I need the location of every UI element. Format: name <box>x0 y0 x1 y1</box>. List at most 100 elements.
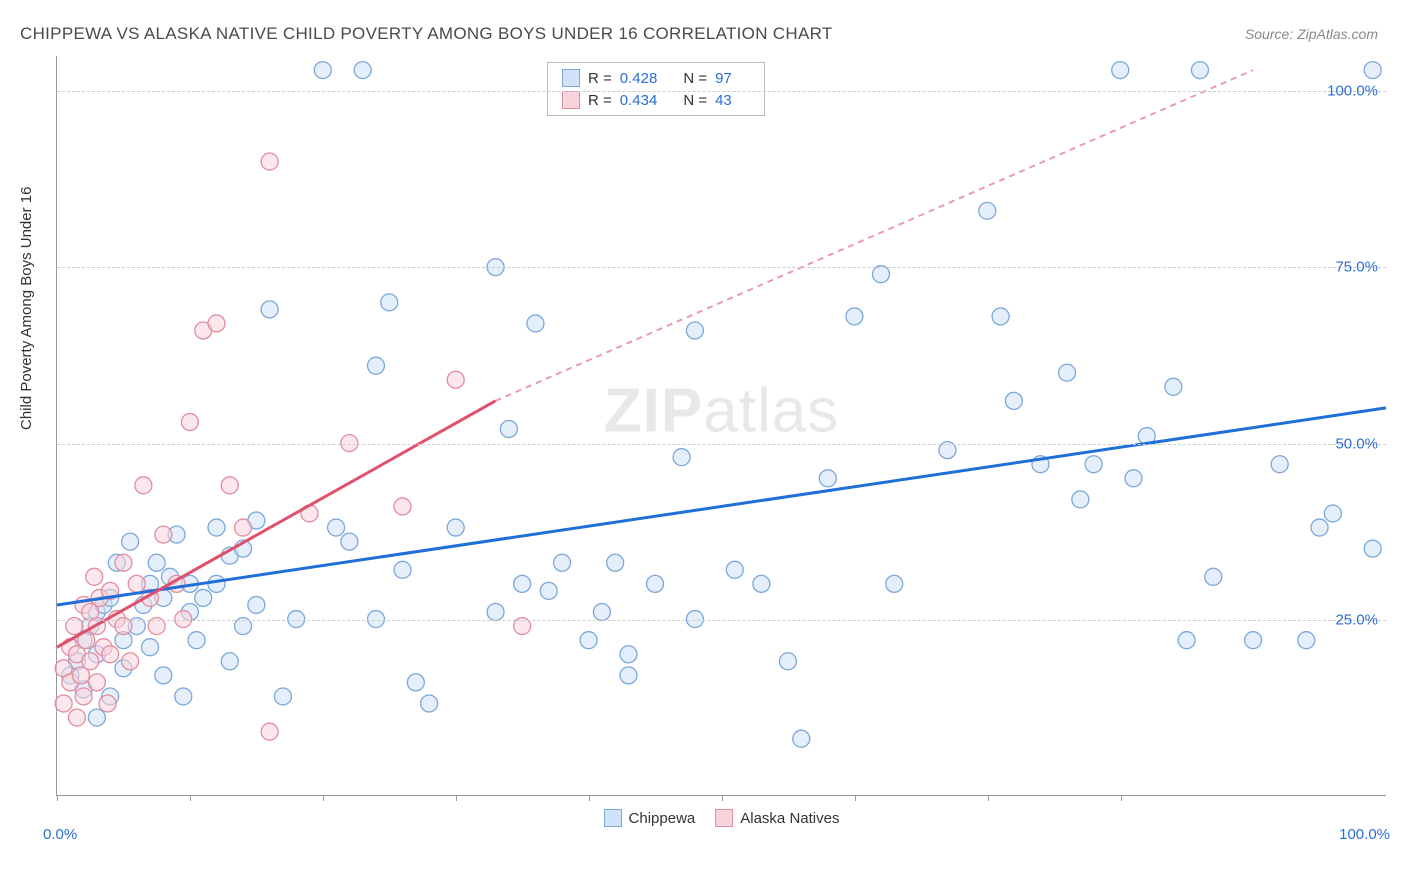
x-axis-min-label: 0.0% <box>43 826 77 843</box>
gridline <box>57 91 1386 92</box>
data-point <box>261 301 278 318</box>
data-point <box>99 695 116 712</box>
data-point <box>235 519 252 536</box>
data-point <box>55 695 72 712</box>
data-point <box>686 322 703 339</box>
data-point <box>1178 632 1195 649</box>
data-point <box>407 674 424 691</box>
data-point <box>341 533 358 550</box>
data-point <box>88 674 105 691</box>
legend-row-chippewa: R = 0.428 N = 97 <box>562 67 750 89</box>
legend-item-alaska: Alaska Natives <box>715 809 839 827</box>
gridline <box>57 620 1386 621</box>
data-point <box>500 421 517 438</box>
data-point <box>1085 456 1102 473</box>
trend-line-alaska-dashed <box>496 70 1254 401</box>
data-point <box>726 561 743 578</box>
x-tick <box>855 795 856 801</box>
data-point <box>128 575 145 592</box>
data-point <box>620 667 637 684</box>
data-point <box>86 568 103 585</box>
x-tick <box>190 795 191 801</box>
data-point <box>102 646 119 663</box>
data-point <box>979 202 996 219</box>
correlation-legend: R = 0.428 N = 97 R = 0.434 N = 43 <box>547 62 765 116</box>
y-tick-label: 25.0% <box>1335 611 1378 628</box>
legend-item-chippewa: Chippewa <box>604 809 696 827</box>
chart-title: CHIPPEWA VS ALASKA NATIVE CHILD POVERTY … <box>20 24 833 44</box>
y-tick-label: 100.0% <box>1327 83 1378 100</box>
data-point <box>82 653 99 670</box>
data-point <box>135 477 152 494</box>
data-point <box>819 470 836 487</box>
swatch-chippewa <box>562 69 580 87</box>
data-point <box>221 653 238 670</box>
gridline <box>57 267 1386 268</box>
data-point <box>886 575 903 592</box>
data-point <box>148 554 165 571</box>
data-point <box>314 62 331 79</box>
x-tick <box>57 795 58 801</box>
data-point <box>753 575 770 592</box>
swatch-chippewa-bottom <box>604 809 622 827</box>
data-point <box>208 315 225 332</box>
data-point <box>261 723 278 740</box>
data-point <box>328 519 345 536</box>
data-point <box>593 604 610 621</box>
data-point <box>421 695 438 712</box>
data-point <box>274 688 291 705</box>
data-point <box>1298 632 1315 649</box>
data-point <box>195 589 212 606</box>
x-tick <box>988 795 989 801</box>
data-point <box>115 554 132 571</box>
data-point <box>1245 632 1262 649</box>
data-point <box>208 575 225 592</box>
data-point <box>75 688 92 705</box>
data-point <box>221 477 238 494</box>
data-point <box>793 730 810 747</box>
data-point <box>1059 364 1076 381</box>
data-point <box>514 575 531 592</box>
data-point <box>155 526 172 543</box>
data-point <box>580 632 597 649</box>
data-point <box>992 308 1009 325</box>
trend-line-alaska-solid <box>57 401 496 647</box>
plot-area: ZIPatlas R = 0.428 N = 97 R = 0.434 N = … <box>56 56 1386 796</box>
data-point <box>122 653 139 670</box>
data-point <box>607 554 624 571</box>
series-legend: Chippewa Alaska Natives <box>604 809 840 827</box>
swatch-alaska <box>562 91 580 109</box>
data-point <box>673 449 690 466</box>
gridline <box>57 444 1386 445</box>
data-point <box>1324 505 1341 522</box>
data-point <box>1364 62 1381 79</box>
y-axis-label: Child Poverty Among Boys Under 16 <box>18 187 35 430</box>
data-point <box>620 646 637 663</box>
data-point <box>381 294 398 311</box>
data-point <box>1005 392 1022 409</box>
data-point <box>554 554 571 571</box>
data-point <box>142 639 159 656</box>
data-point <box>527 315 544 332</box>
data-point <box>447 519 464 536</box>
data-point <box>367 357 384 374</box>
data-point <box>1271 456 1288 473</box>
data-point <box>68 709 85 726</box>
data-point <box>394 561 411 578</box>
data-point <box>175 688 192 705</box>
data-point <box>188 632 205 649</box>
x-tick <box>456 795 457 801</box>
data-point <box>88 709 105 726</box>
x-tick <box>589 795 590 801</box>
x-tick <box>722 795 723 801</box>
swatch-alaska-bottom <box>715 809 733 827</box>
x-tick <box>1121 795 1122 801</box>
data-point <box>1125 470 1142 487</box>
data-point <box>208 519 225 536</box>
data-point <box>1311 519 1328 536</box>
data-point <box>155 667 172 684</box>
source-attribution: Source: ZipAtlas.com <box>1245 26 1378 42</box>
data-point <box>261 153 278 170</box>
data-point <box>354 62 371 79</box>
data-point <box>846 308 863 325</box>
